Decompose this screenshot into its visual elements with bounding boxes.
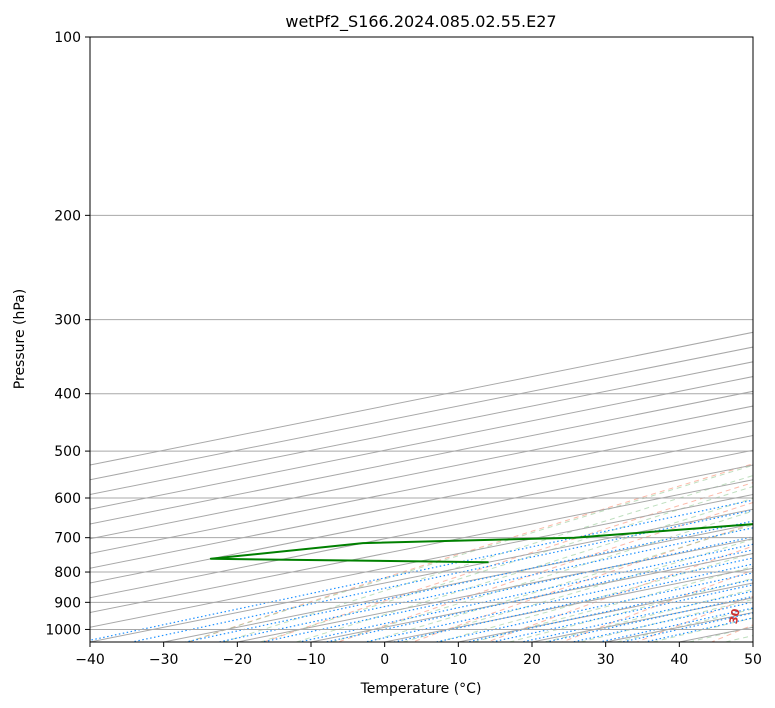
x-tick-label: −30: [149, 652, 179, 668]
isotherm-line: [679, 626, 753, 642]
temperature-profile-line: [761, 37, 775, 562]
isotherm-line: [90, 464, 753, 599]
data-series: [209, 37, 775, 564]
dewpoint-profile-line: [209, 523, 753, 564]
mixing-ratio-line: [90, 499, 753, 641]
x-tick-label: 50: [744, 652, 762, 668]
isotherm-line: [752, 641, 753, 642]
axis-ticks: −40 −30 −20 −10 0 10 20 30 40 50 100 200 300 400 500 60…: [45, 30, 762, 668]
isotherm-line: [90, 361, 753, 496]
isotherm-line: [237, 538, 753, 642]
x-tick-label: −40: [75, 652, 105, 668]
background-lines: [90, 37, 753, 642]
y-tick-label: 1000: [45, 622, 81, 638]
y-tick-label: 200: [54, 208, 81, 224]
moist-adiabat: [438, 552, 753, 642]
moist-adiabat: [580, 598, 753, 642]
y-tick-label: 400: [54, 387, 81, 403]
isotherm-line: [90, 479, 753, 614]
x-tick-label: 0: [380, 652, 389, 668]
moist-adiabat: [473, 565, 753, 642]
isotherm-label: 30: [727, 607, 743, 625]
x-tick-label: 10: [449, 652, 467, 668]
dry-adiabat: [636, 595, 753, 642]
mixing-ratio-line: [394, 563, 753, 642]
mixing-ratio-line: [467, 578, 753, 642]
moist-adiabat: [331, 510, 753, 642]
y-tick-label: 900: [54, 595, 81, 611]
isotherm-line: [90, 435, 753, 569]
isotherm-label: 40: [630, 641, 646, 659]
moist-adiabat: [544, 588, 753, 642]
y-tick-label: 300: [54, 313, 81, 329]
mixing-ratio-line: [521, 590, 753, 642]
mixing-ratio-line: [365, 557, 753, 642]
x-tick-label: 40: [670, 652, 688, 668]
moist-adiabat: [296, 497, 753, 642]
mixing-ratio-line: [645, 617, 753, 642]
moist-adiabat: [616, 608, 753, 642]
dry-adiabat: [338, 501, 753, 642]
y-tick-label: 700: [54, 531, 81, 547]
moist-adiabat: [367, 524, 753, 642]
mixing-ratio-line: [299, 543, 753, 642]
x-tick-label: 30: [597, 652, 615, 668]
isotherm-line: [90, 331, 753, 466]
x-axis-label: Temperature (°C): [360, 681, 482, 697]
y-tick-label: 100: [54, 30, 81, 46]
y-tick-label: 800: [54, 565, 81, 581]
isotherm-line: [90, 508, 753, 642]
isotherm-line: [90, 420, 753, 555]
chart-title: wetPf2_S166.2024.085.02.55.E27: [285, 12, 556, 32]
dry-adiabat: [562, 569, 753, 642]
y-tick-label: 600: [54, 491, 81, 507]
isotherm-line: [90, 405, 753, 540]
isotherm-line: [90, 346, 753, 481]
x-tick-label: −10: [296, 652, 326, 668]
isotherm-line: [90, 449, 753, 584]
mixing-ratio-line: [218, 527, 753, 642]
moist-adiabat: [260, 485, 753, 642]
x-tick-label: 20: [523, 652, 541, 668]
isotherm-line: [90, 376, 753, 510]
y-axis-label: Pressure (hPa): [12, 289, 28, 389]
plot-frame: [89, 36, 754, 643]
dry-adiabat: [263, 482, 753, 642]
moist-adiabat: [187, 464, 753, 642]
moist-adiabat: [725, 635, 753, 642]
y-tick-label: 500: [54, 444, 81, 460]
x-tick-label: −20: [223, 652, 253, 668]
isotherm-line: [90, 494, 753, 628]
moist-adiabat: [688, 626, 753, 642]
isotherm-line: [90, 390, 753, 525]
isotherm-line: [163, 523, 753, 642]
dry-adiabat: [487, 545, 753, 642]
